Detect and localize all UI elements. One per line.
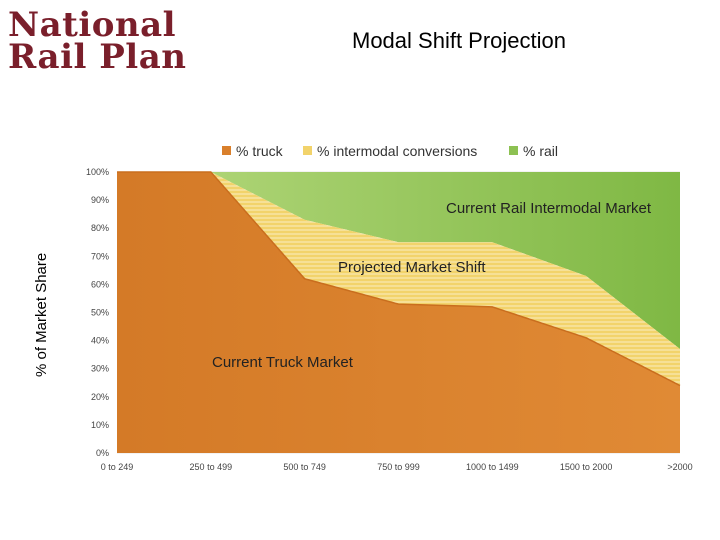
x-tick-label: 0 to 249	[101, 462, 134, 472]
y-tick-label: 80%	[91, 223, 109, 233]
legend-swatch-intermodal	[303, 146, 312, 155]
national-rail-plan-logo: National Rail Plan	[8, 6, 186, 76]
x-tick-labels: 0 to 249 250 to 499 500 to 749 750 to 999 10…	[101, 462, 693, 472]
legend-swatch-rail	[509, 146, 518, 155]
x-tick-label: 1000 to 1499	[466, 462, 519, 472]
x-tick-label: 1500 to 2000	[560, 462, 613, 472]
area-rail	[117, 172, 680, 350]
logo-line-2: Rail Plan	[8, 37, 187, 77]
annotation-rail-market: Current Rail Intermodal Market	[446, 200, 652, 217]
y-tick-label: 100%	[86, 167, 109, 177]
y-tick-label: 50%	[91, 308, 109, 318]
legend-label-intermodal: % intermodal conversions	[317, 143, 477, 159]
y-tick-label: 30%	[91, 364, 109, 374]
x-tick-label: 500 to 749	[283, 462, 326, 472]
y-tick-label: 90%	[91, 195, 109, 205]
legend-swatch-truck	[222, 146, 231, 155]
x-tick-label: >2000	[667, 462, 692, 472]
x-tick-label: 250 to 499	[190, 462, 233, 472]
logo-line-1: National	[8, 5, 177, 45]
area-truck	[117, 172, 680, 453]
annotation-market-shift: Projected Market Shift	[338, 259, 486, 276]
y-tick-label: 0%	[96, 448, 109, 458]
slide-title: Modal Shift Projection	[352, 28, 566, 53]
truck-series-line	[117, 171, 681, 387]
y-tick-label: 20%	[91, 392, 109, 402]
y-axis-label: % of Market Share	[33, 253, 50, 377]
legend: % truck % intermodal conversions % rail	[222, 143, 558, 159]
legend-label-rail: % rail	[523, 143, 558, 159]
y-tick-labels: 0% 10% 20% 30% 40% 50% 60% 70% 80% 90% 100%	[86, 167, 109, 458]
x-tick-label: 750 to 999	[377, 462, 420, 472]
y-tick-label: 40%	[91, 336, 109, 346]
legend-label-truck: % truck	[236, 143, 284, 159]
y-tick-label: 60%	[91, 279, 109, 289]
y-tick-label: 70%	[91, 251, 109, 261]
y-tick-label: 10%	[91, 420, 109, 430]
annotation-truck-market: Current Truck Market	[212, 354, 354, 371]
stacked-areas	[117, 171, 681, 453]
